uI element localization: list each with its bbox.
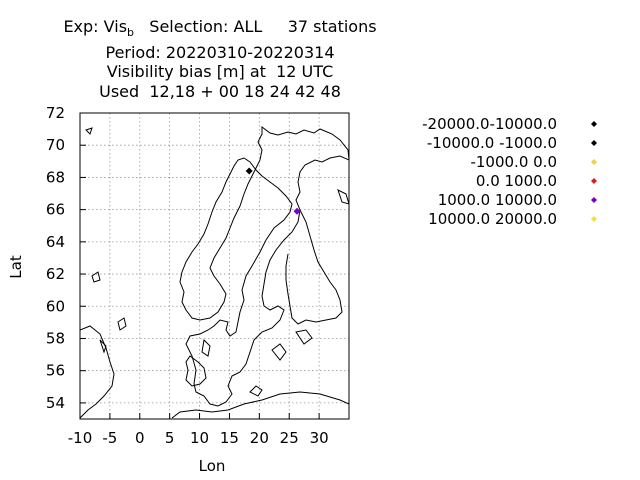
legend-label: -20000.0-10000.0 (422, 115, 557, 133)
legend-marker (591, 216, 597, 222)
legend-label: 0.0 1000.0 (476, 172, 557, 190)
stations-count: 37 stations (287, 17, 377, 36)
station-point (293, 207, 301, 215)
legend-label: -10000.0 -1000.0 (427, 134, 557, 152)
plot-frame (79, 112, 350, 420)
coastline-map (80, 126, 349, 419)
x-tick-label: 25 (280, 429, 299, 447)
y-tick-label: 54 (46, 394, 65, 412)
legend-marker (591, 197, 597, 203)
x-tick-label: 30 (310, 429, 329, 447)
selection-label: Selection: ALL (149, 17, 263, 36)
station-point (245, 167, 253, 175)
legend-label: -1000.0 0.0 (470, 153, 557, 171)
x-axis-label: Lon (199, 457, 226, 475)
y-tick-label: 62 (46, 265, 65, 283)
y-tick-label: 60 (46, 297, 65, 315)
y-tick-label: 66 (46, 201, 65, 219)
legend-label: 1000.0 10000.0 (438, 191, 557, 209)
x-tick-label: -10 (68, 429, 93, 447)
x-tick-label: 20 (250, 429, 269, 447)
title-line-1: Exp: Visb Selection: ALL 37 stations (40, 17, 400, 43)
y-tick-label: 72 (46, 104, 65, 122)
station-points (245, 167, 301, 215)
y-tick-label: 56 (46, 362, 65, 380)
experiment-subscript: b (127, 26, 135, 40)
x-tick-label: 10 (190, 429, 209, 447)
x-axis-ticks: -10 -5 0 5 10 15 20 25 30 (68, 413, 329, 447)
y-tick-label: 70 (46, 136, 65, 154)
y-tick-label: 68 (46, 168, 65, 186)
experiment-label: Exp: Vis (63, 17, 128, 36)
legend-marker (591, 178, 597, 184)
x-tick-label: 5 (165, 429, 175, 447)
x-tick-label: 0 (135, 429, 145, 447)
subtitle-label: Visibility bias [m] at 12 UTC (106, 62, 334, 82)
y-tick-label: 64 (46, 233, 65, 251)
y-axis-ticks: 54 56 58 60 62 64 66 68 70 72 (46, 104, 86, 412)
y-tick-label: 58 (46, 329, 65, 347)
legend-marker (591, 159, 597, 165)
period-label: Period: 20220310-20220314 (105, 42, 335, 62)
x-tick-label: 15 (220, 429, 239, 447)
legend: -20000.0-10000.0-10000.0 -1000.0-1000.0 … (422, 115, 597, 228)
legend-marker (591, 121, 597, 127)
x-tick-label: -5 (102, 429, 117, 447)
y-axis-label: Lat (7, 255, 25, 279)
chart-title-block: Exp: Visb Selection: ALL 37 stations Per… (40, 17, 400, 101)
legend-marker (591, 140, 597, 146)
legend-label: 10000.0 20000.0 (428, 210, 557, 228)
grid-lines (80, 113, 349, 419)
used-label: Used 12,18 + 00 18 24 42 48 (99, 81, 341, 101)
